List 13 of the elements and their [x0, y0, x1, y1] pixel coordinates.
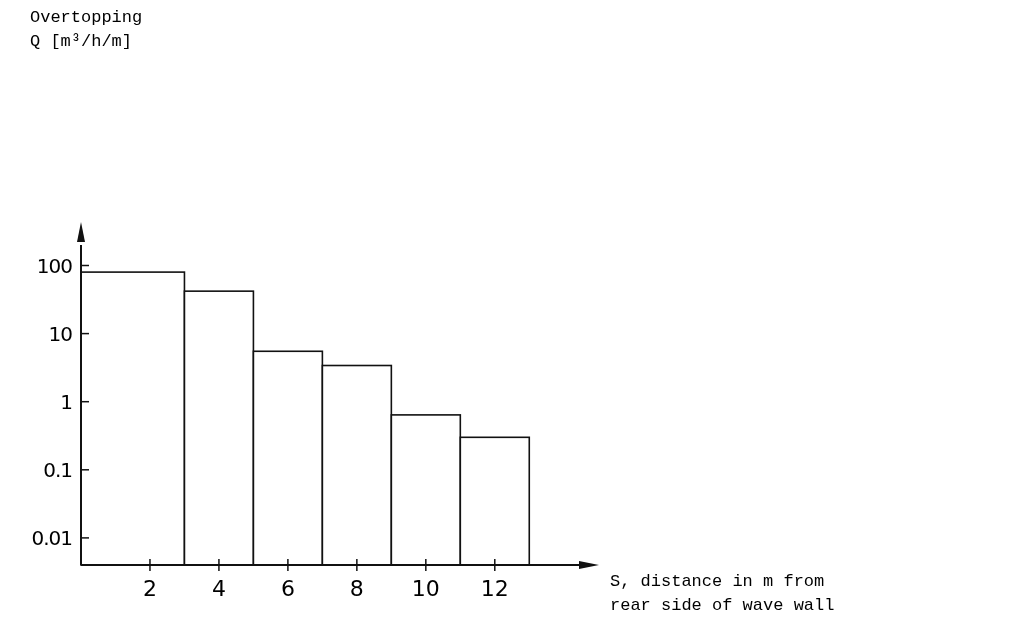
- y-tick-label: 0.01: [31, 525, 72, 550]
- x-tick-label: 2: [142, 576, 157, 601]
- x-tick-label: 10: [411, 576, 440, 601]
- x-tick-label: 6: [280, 576, 295, 601]
- x-axis-title: S, distance in m from rear side of wave wall: [610, 572, 835, 615]
- y-tick-label: 0.1: [43, 457, 72, 482]
- y-tick-label: 10: [48, 321, 73, 346]
- y-tick-label: 1: [60, 389, 72, 414]
- x-tick-label: 4: [211, 576, 226, 601]
- x-tick-label: 8: [349, 576, 364, 601]
- x-tick-label: 12: [480, 576, 509, 601]
- y-tick-label: 100: [36, 253, 73, 278]
- text: Overtopping Q [m³/h/m]: [30, 8, 143, 51]
